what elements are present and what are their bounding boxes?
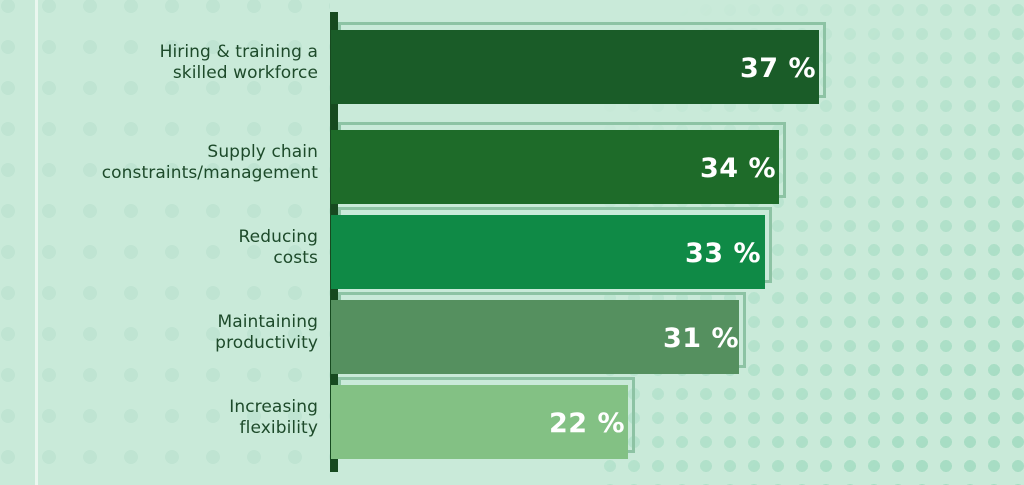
bar-category-label: Increasing flexibility [229, 397, 318, 438]
bar-value-label: 34 % [700, 153, 777, 184]
bar-value-label: 33 % [685, 238, 762, 269]
bar-fill[interactable] [331, 130, 779, 204]
background-dot-pattern-left [0, 0, 330, 485]
bar-row: Increasing flexibility 22 % [0, 377, 1024, 459]
bar-category-label: Maintaining productivity [215, 312, 318, 353]
bar-category-label: Reducing costs [238, 227, 318, 268]
bar-category-label: Supply chain constraints/management [101, 142, 318, 183]
bar-category-label: Hiring & training a skilled workforce [159, 42, 318, 83]
bar-row: Supply chain constraints/management 34 % [0, 122, 1024, 204]
background-vertical-rule [35, 0, 38, 485]
bar-row: Reducing costs 33 % [0, 207, 1024, 289]
bar-value-label: 37 % [740, 53, 817, 84]
bar-row: Maintaining productivity 31 % [0, 292, 1024, 374]
bar-value-label: 22 % [549, 408, 626, 439]
bar-fill[interactable] [331, 215, 765, 289]
bar-fill[interactable] [331, 385, 628, 459]
bar-fill[interactable] [331, 30, 819, 104]
bar-fill[interactable] [331, 300, 739, 374]
bar-value-label: 31 % [663, 323, 740, 354]
bar-row: Hiring & training a skilled workforce 37… [0, 22, 1024, 104]
